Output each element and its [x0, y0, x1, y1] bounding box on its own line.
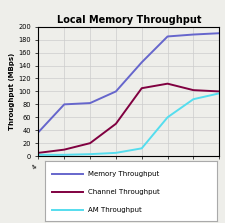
AM Throughput — [165, 116, 168, 119]
AM Throughput — [88, 153, 91, 155]
Memory Throughput — [88, 102, 91, 104]
Title: Local Memory Throughput: Local Memory Throughput — [56, 14, 200, 25]
AM Throughput — [37, 153, 40, 156]
Memory Throughput — [114, 90, 117, 93]
X-axis label: Message Size (bytes): Message Size (bytes) — [83, 186, 174, 195]
Memory Throughput — [140, 61, 142, 64]
Text: Channel Throughput: Channel Throughput — [88, 189, 159, 195]
AM Throughput — [63, 153, 65, 156]
Memory Throughput — [217, 32, 220, 35]
Channel Throughput — [140, 87, 142, 90]
Channel Throughput — [88, 142, 91, 145]
Line: Memory Throughput: Memory Throughput — [38, 33, 218, 132]
AM Throughput — [114, 152, 117, 154]
Channel Throughput — [114, 122, 117, 125]
Line: AM Throughput: AM Throughput — [38, 93, 218, 155]
Channel Throughput — [37, 152, 40, 154]
Y-axis label: Throughput (MBps): Throughput (MBps) — [9, 53, 15, 130]
Line: Channel Throughput: Channel Throughput — [38, 84, 218, 153]
Memory Throughput — [165, 35, 168, 38]
AM Throughput — [217, 92, 220, 95]
Channel Throughput — [217, 90, 220, 93]
Channel Throughput — [191, 89, 194, 91]
Memory Throughput — [191, 33, 194, 36]
AM Throughput — [140, 147, 142, 150]
Channel Throughput — [165, 82, 168, 85]
Text: Memory Throughput: Memory Throughput — [88, 171, 159, 177]
Channel Throughput — [63, 148, 65, 151]
AM Throughput — [191, 98, 194, 101]
Text: AM Throughput: AM Throughput — [88, 207, 141, 213]
Memory Throughput — [63, 103, 65, 106]
Memory Throughput — [37, 131, 40, 134]
